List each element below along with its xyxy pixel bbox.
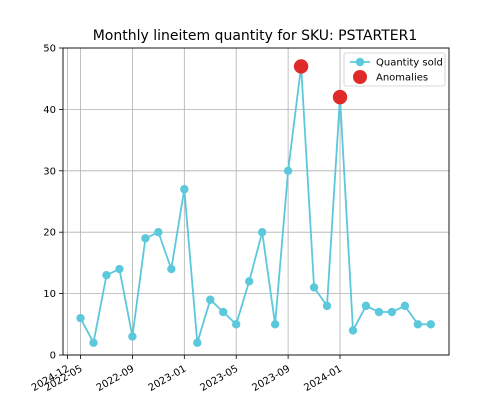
data-point	[426, 320, 436, 329]
legend-marker-quantity-sold	[355, 57, 365, 67]
data-point	[244, 277, 254, 286]
x-tick-label: 2022-09	[95, 364, 137, 394]
y-tick-label: 30	[43, 166, 56, 177]
x-tick-label: 2023-01	[147, 364, 189, 394]
data-point	[322, 301, 332, 311]
data-point	[89, 338, 98, 347]
axes-frame	[62, 47, 450, 356]
chart-title: Monthly lineitem quantity for SKU: PSTAR…	[93, 28, 418, 44]
legend-label-quantity-sold: Quantity sold	[376, 58, 443, 69]
data-point	[193, 338, 202, 347]
data-point	[154, 228, 163, 237]
legend-marker-anomalies	[353, 70, 367, 84]
data-point	[128, 332, 137, 341]
data-point	[102, 270, 111, 280]
anomaly-point	[293, 59, 309, 74]
data-point	[270, 320, 280, 329]
x-tick-label: 2024-01	[302, 364, 344, 394]
x-tick-label: 2023-09	[250, 364, 292, 394]
data-point	[219, 307, 228, 317]
x-tick-label: 2023-05	[199, 364, 241, 394]
data-point	[76, 313, 85, 323]
data-point	[400, 301, 410, 311]
data-point	[232, 320, 241, 329]
data-point	[387, 307, 397, 317]
y-tick-label: 20	[43, 228, 56, 239]
legend-label-anomalies: Anomalies	[376, 73, 428, 84]
y-tick-label: 10	[43, 289, 56, 300]
data-point	[361, 301, 371, 311]
data-point	[180, 185, 189, 194]
data-point	[309, 283, 319, 292]
data-point	[283, 166, 293, 175]
y-tick-label: 50	[43, 44, 56, 55]
data-point	[374, 307, 384, 317]
data-point	[141, 234, 150, 243]
legend: Quantity sold Anomalies	[343, 52, 446, 87]
y-tick-label: 0	[50, 351, 56, 362]
y-tick-label: 40	[43, 105, 56, 116]
data-point	[115, 264, 124, 274]
data-point	[167, 264, 176, 274]
data-point	[257, 228, 267, 237]
data-point	[413, 320, 423, 329]
series-line-quantity-sold	[79, 66, 431, 346]
anomaly-point	[332, 89, 348, 105]
data-point	[348, 326, 358, 335]
data-point	[206, 295, 215, 304]
